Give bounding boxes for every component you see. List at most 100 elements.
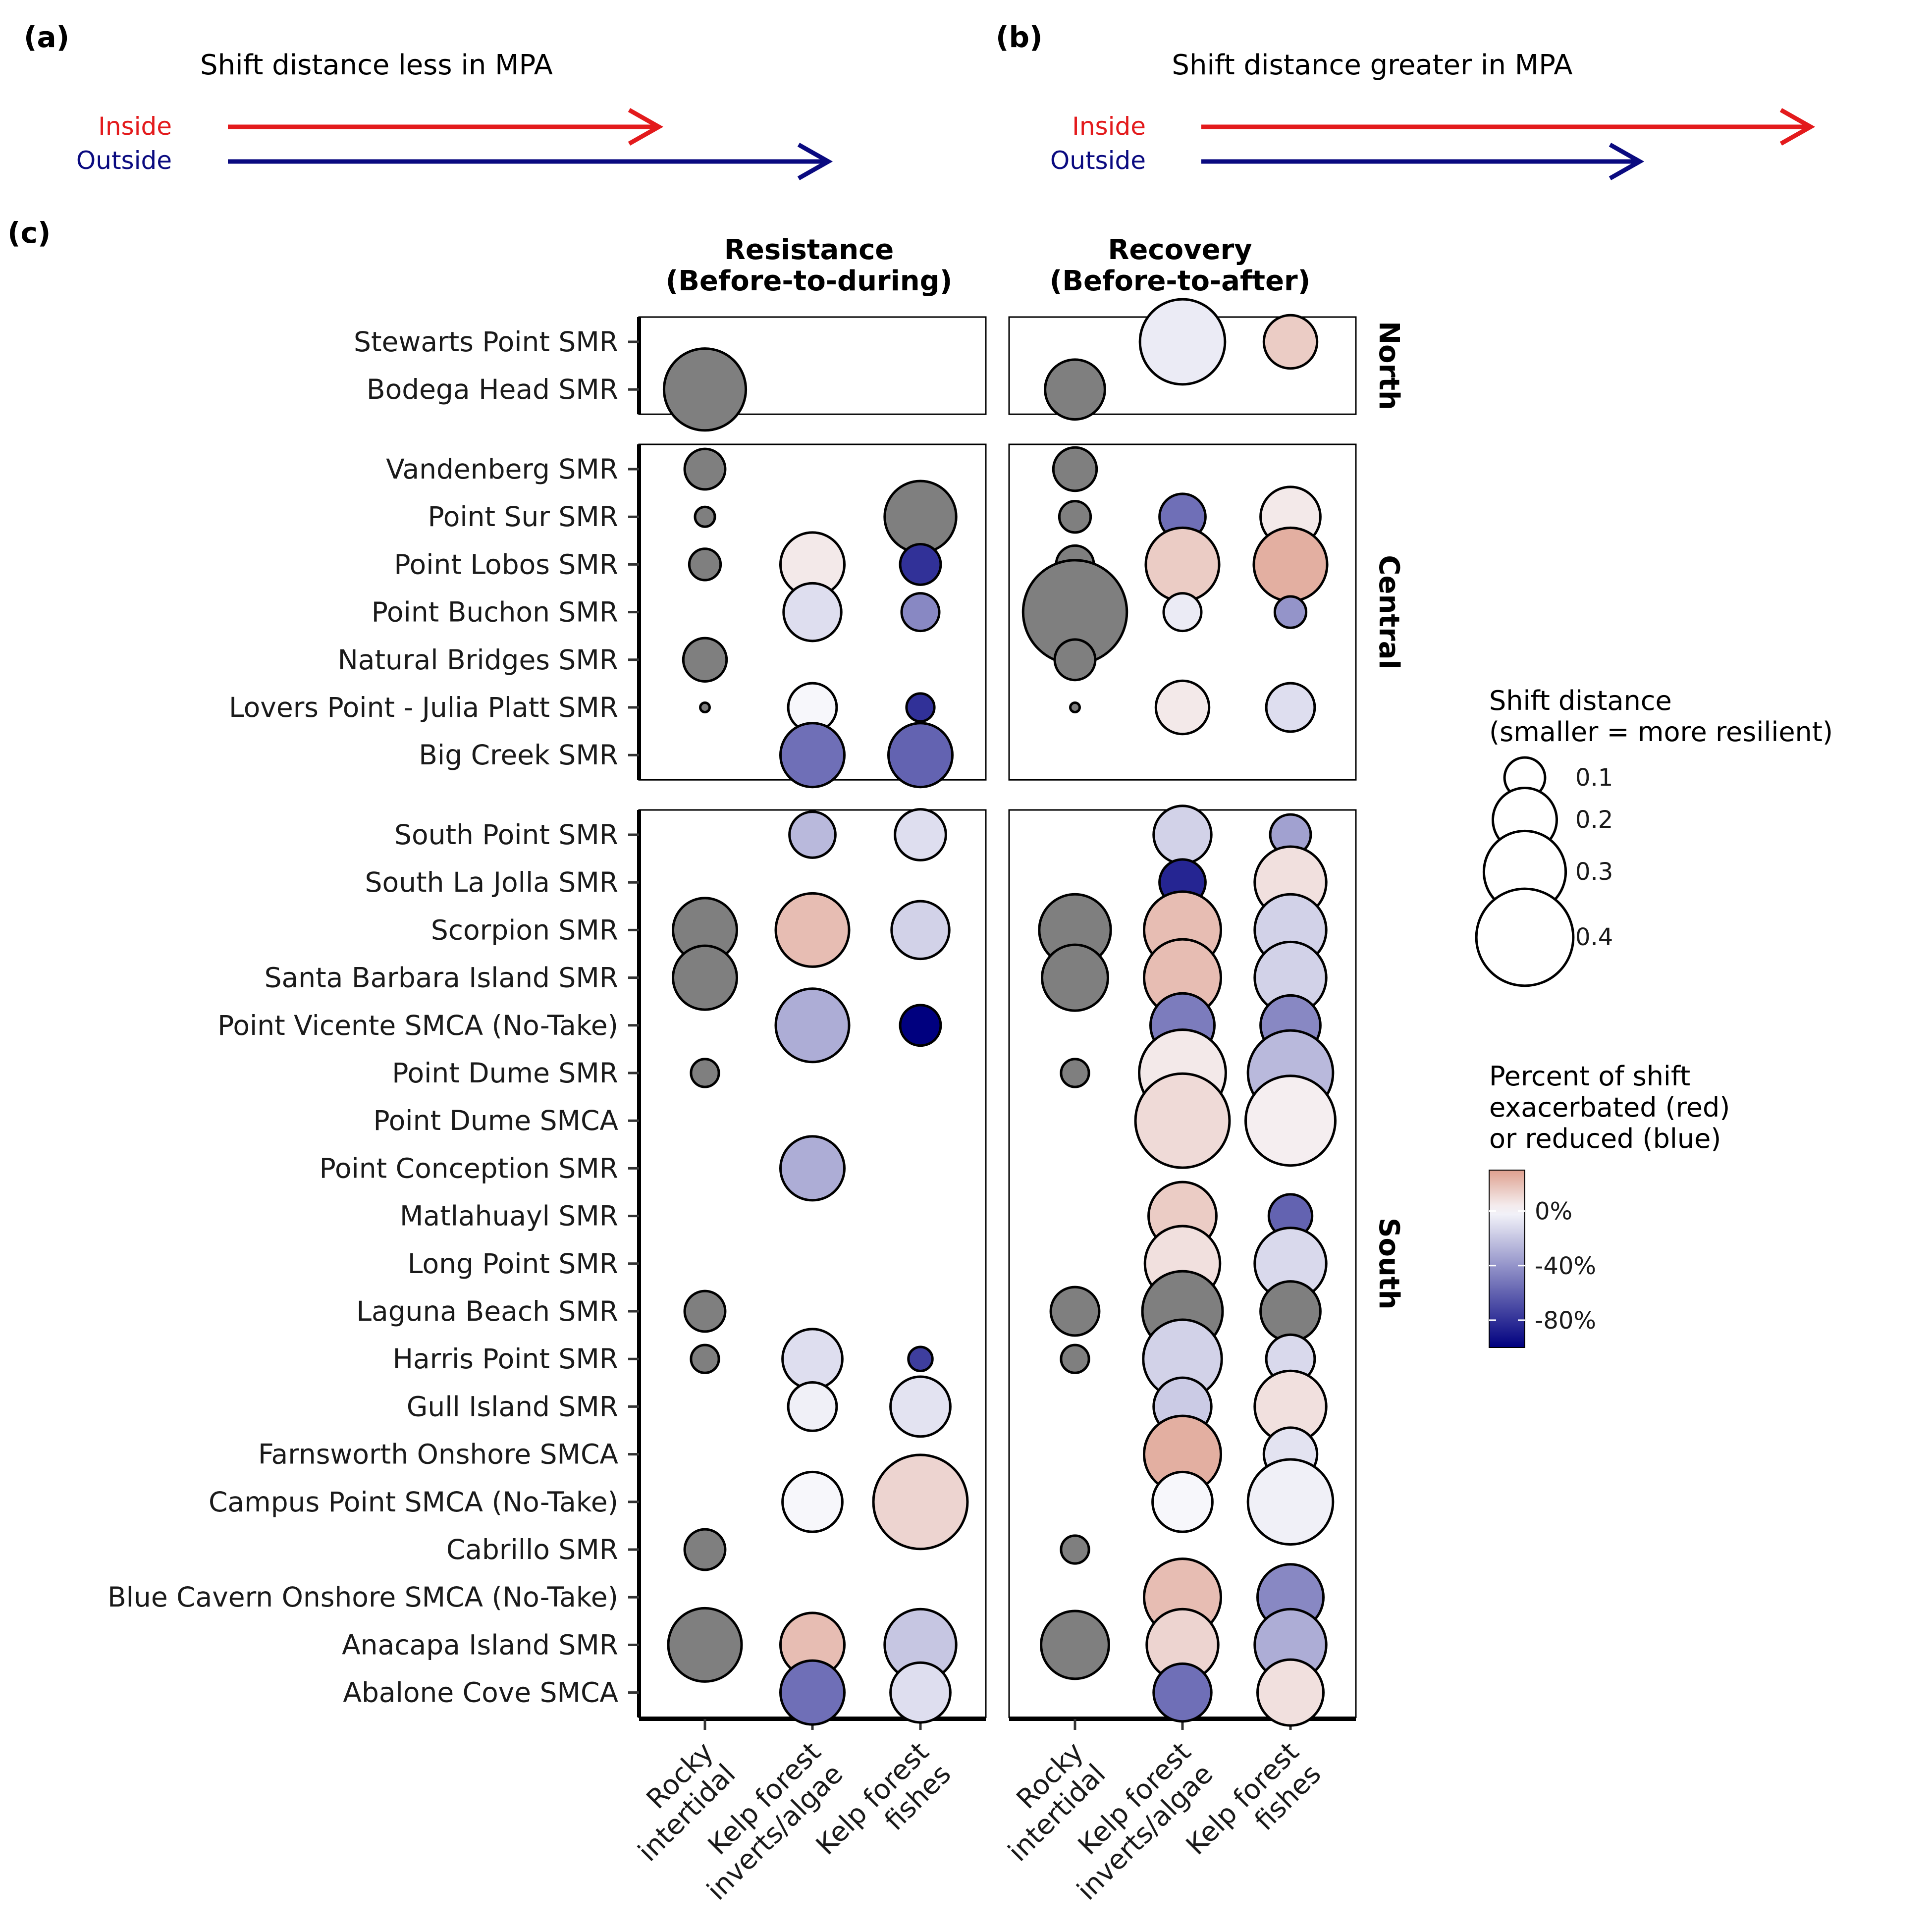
data-point-68: [1060, 1058, 1090, 1088]
data-point-37: [672, 944, 738, 1011]
site-label-cabrillo-smr: Cabrillo SMR: [446, 1534, 618, 1565]
data-point-88: [1246, 1458, 1335, 1546]
data-point-7: [688, 547, 722, 582]
site-label-point-vicente-smca-no-take: Point Vicente SMCA (No-Take): [217, 1010, 618, 1041]
data-point-6: [883, 480, 958, 554]
data-point-10: [782, 582, 843, 643]
data-point-95: [1152, 1662, 1213, 1723]
data-point-44: [781, 1328, 844, 1391]
panel-b-inside-label: Inside: [1072, 112, 1146, 141]
panel-b-tag: (b): [996, 20, 1043, 54]
panel-border-central-1: [1008, 443, 1357, 781]
data-point-46: [787, 1381, 838, 1432]
data-point-29: [1069, 701, 1081, 713]
data-point-3: [1044, 358, 1106, 421]
data-point-39: [899, 1004, 942, 1047]
data-point-42: [683, 1289, 727, 1333]
data-point-89: [1060, 1534, 1090, 1565]
data-point-28: [1053, 638, 1097, 682]
panel-b-outside-label: Outside: [1050, 146, 1146, 175]
data-point-12: [682, 637, 728, 683]
data-point-71: [1134, 1072, 1231, 1169]
data-point-63: [1041, 943, 1109, 1012]
data-point-40: [690, 1058, 720, 1088]
region-label-south: South: [1373, 1218, 1405, 1309]
data-point-9: [899, 542, 942, 586]
site-label-anacapa-island-smr: Anacapa Island SMR: [342, 1629, 618, 1661]
data-point-50: [683, 1528, 727, 1571]
data-point-30: [1154, 679, 1211, 736]
data-point-51: [667, 1607, 743, 1683]
site-label-south-point-smr: South Point SMR: [394, 819, 618, 851]
site-label-natural-bridges-smr: Natural Bridges SMR: [338, 644, 618, 676]
site-label-bodega-head-smr: Bodega Head SMR: [367, 374, 618, 405]
facet-resistance-title-line2: (Before-to-during): [666, 265, 953, 297]
site-label-long-point-smr: Long Point SMR: [408, 1248, 618, 1280]
data-point-27: [1273, 595, 1308, 629]
data-point-32: [788, 810, 837, 859]
legends: Shift distance (smaller = more resilient…: [1475, 685, 1833, 1348]
data-point-31: [1265, 682, 1316, 733]
data-point-11: [900, 592, 941, 633]
site-label-point-sur-smr: Point Sur SMR: [428, 501, 619, 533]
site-label-point-dume-smr: Point Dume SMR: [392, 1057, 618, 1089]
data-point-56: [1152, 805, 1213, 865]
data-point-0: [662, 347, 748, 432]
panel-a-inside-label: Inside: [98, 112, 172, 141]
color-legend-title-line2: exacerbated (red): [1489, 1092, 1730, 1123]
color-legend-title-line1: Percent of shift: [1489, 1061, 1690, 1092]
site-label-laguna-beach-smr: Laguna Beach SMR: [356, 1295, 618, 1327]
plot-area: North Stewarts Point SMR Bodega Head SMR Ce…: [107, 298, 1405, 1906]
panel-a-outside-arrow: [228, 143, 833, 180]
size-legend-circle-3: [1475, 887, 1575, 987]
data-point-23: [1144, 526, 1221, 602]
data-point-87: [1151, 1470, 1214, 1533]
data-point-15: [905, 692, 936, 723]
data-point-41: [779, 1135, 846, 1202]
data-point-48: [781, 1470, 844, 1533]
site-label-abalone-cove-smca: Abalone Cove SMCA: [343, 1677, 618, 1709]
site-label-point-conception-smr: Point Conception SMR: [320, 1152, 618, 1184]
site-label-gull-island-smr: Gull Island SMR: [407, 1391, 618, 1422]
data-point-55: [889, 1661, 952, 1724]
facet-recovery-title-line1: Recovery: [1108, 234, 1252, 266]
site-label-stewarts-point-smr: Stewarts Point SMR: [354, 326, 618, 358]
data-point-36: [890, 900, 951, 961]
data-point-26: [1162, 592, 1203, 633]
data-point-80: [1060, 1343, 1090, 1374]
site-label-harris-point-smr: Harris Point SMR: [393, 1343, 618, 1375]
data-point-1: [1138, 298, 1227, 386]
size-legend-title-line1: Shift distance: [1489, 685, 1672, 716]
panel-b-outside-arrow: [1201, 143, 1645, 180]
data-point-5: [694, 505, 716, 528]
panel-b-title: Shift distance greater in MPA: [1172, 49, 1572, 81]
data-point-92: [1040, 1610, 1110, 1680]
data-point-43: [690, 1343, 720, 1374]
data-point-77: [1049, 1286, 1101, 1337]
panel-a-outside-label: Outside: [76, 146, 172, 175]
facet-recovery-title-line2: (Before-to-after): [1050, 265, 1311, 297]
data-point-72: [1244, 1074, 1337, 1167]
site-label-vandenberg-smr: Vandenberg SMR: [386, 453, 618, 485]
size-legend-label-1: 0.2: [1575, 806, 1613, 834]
size-legend-label-0: 0.1: [1575, 764, 1613, 792]
site-label-point-dume-smca: Point Dume SMCA: [373, 1105, 618, 1136]
panel-a-tag: (a): [24, 20, 69, 54]
data-point-45: [907, 1345, 934, 1372]
size-legend-label-3: 0.4: [1575, 923, 1613, 951]
site-label-campus-point-smca-no-take: Campus Point SMCA (No-Take): [209, 1486, 618, 1518]
site-label-farnsworth-onshore-smca: Farnsworth Onshore SMCA: [258, 1439, 618, 1470]
size-legend-title-line2: (smaller = more resilient): [1489, 716, 1833, 748]
color-legend-title-line3: or reduced (blue): [1489, 1123, 1721, 1154]
data-point-79: [1259, 1280, 1322, 1342]
data-point-47: [889, 1375, 952, 1438]
site-label-blue-cavern-onshore-smca-no-take: Blue Cavern Onshore SMCA (No-Take): [107, 1581, 618, 1613]
data-point-49: [872, 1453, 969, 1551]
color-legend-label-2: -80%: [1535, 1307, 1596, 1335]
panel-a-title: Shift distance less in MPA: [200, 49, 553, 81]
region-label-central: Central: [1373, 555, 1405, 669]
data-point-33: [894, 808, 947, 861]
